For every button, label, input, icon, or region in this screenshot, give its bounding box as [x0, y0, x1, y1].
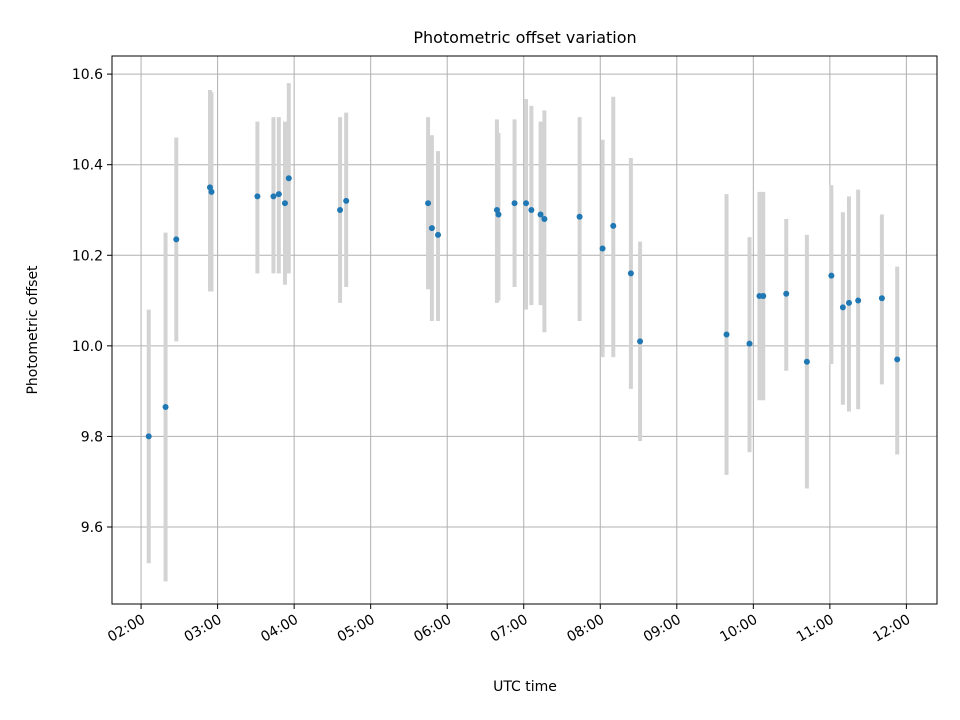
data-point	[845, 299, 852, 306]
data-point	[541, 216, 548, 223]
y-tick-label: 9.8	[81, 429, 103, 445]
y-tick-label: 10.0	[72, 339, 103, 355]
data-point	[637, 338, 644, 345]
data-point	[145, 433, 152, 440]
data-point	[343, 197, 350, 204]
y-tick-label: 9.6	[81, 520, 103, 536]
data-point	[610, 222, 617, 229]
data-point	[208, 188, 215, 195]
data-point	[746, 340, 753, 347]
data-point	[285, 175, 292, 182]
data-point	[428, 225, 435, 232]
data-point	[783, 290, 790, 297]
data-point	[803, 358, 810, 365]
data-point	[173, 236, 180, 243]
chart-title: Photometric offset variation	[413, 28, 636, 47]
data-point	[425, 200, 432, 207]
y-axis-label: Photometric offset	[25, 265, 41, 395]
data-point	[254, 193, 261, 200]
data-point	[281, 200, 288, 207]
data-point	[275, 191, 282, 198]
data-point	[576, 213, 583, 220]
data-point	[723, 331, 730, 338]
plot-frame	[111, 55, 938, 605]
x-axis-label: UTC time	[493, 679, 557, 695]
data-point	[760, 293, 767, 300]
data-point	[523, 200, 530, 207]
y-axis-ticks: 9.6 9.8 10.0 10.2 10.4 10.6	[72, 67, 112, 536]
data-point	[537, 211, 544, 218]
data-point	[493, 206, 500, 213]
data-point	[599, 245, 606, 252]
data-point	[206, 184, 213, 191]
data-point	[839, 304, 846, 311]
data-point	[528, 206, 535, 213]
data-point	[878, 295, 885, 302]
grid	[112, 56, 937, 604]
data-point	[627, 270, 634, 277]
y-tick-label: 10.2	[72, 248, 103, 264]
data-point	[162, 403, 169, 410]
data-point	[337, 206, 344, 213]
data-point	[270, 193, 277, 200]
data-point	[511, 200, 518, 207]
data-point	[435, 231, 442, 238]
y-tick-label: 10.4	[72, 158, 103, 174]
y-tick-label: 10.6	[72, 67, 103, 83]
data-points	[145, 175, 901, 440]
data-point	[855, 297, 862, 304]
data-point	[894, 356, 901, 363]
data-point	[828, 272, 835, 279]
data-point	[495, 211, 502, 218]
